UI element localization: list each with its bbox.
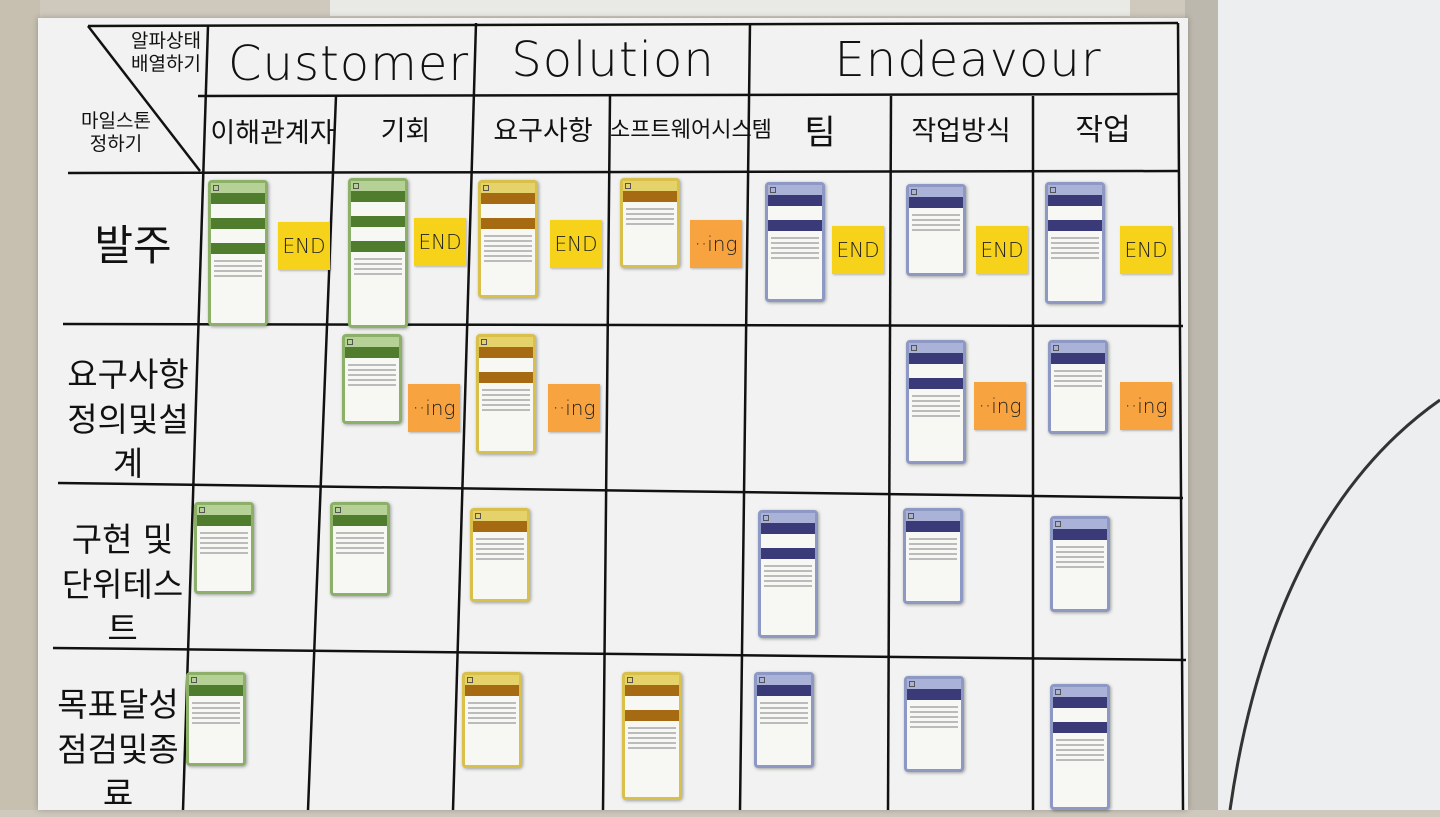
alpha-card-stakeholder[interactable] bbox=[186, 672, 246, 766]
alpha-card-requirements[interactable] bbox=[478, 180, 538, 298]
group-header-endeavour: Endeavour bbox=[834, 32, 1102, 88]
alpha-card-team[interactable] bbox=[765, 182, 825, 302]
status-note-ing[interactable]: ··ing bbox=[974, 382, 1026, 430]
alpha-card-way-of-working[interactable] bbox=[904, 676, 964, 772]
corner-bottom-label: 마일스톤 정하기 bbox=[81, 110, 151, 155]
alpha-card-stakeholder[interactable] bbox=[208, 180, 268, 326]
status-note-end[interactable]: END bbox=[414, 218, 466, 266]
status-note-end[interactable]: END bbox=[278, 222, 330, 270]
status-note-end[interactable]: END bbox=[550, 220, 602, 268]
alpha-card-requirements[interactable] bbox=[470, 508, 530, 602]
alpha-card-work[interactable] bbox=[1048, 340, 1108, 434]
status-note-ing[interactable]: ··ing bbox=[408, 384, 460, 432]
status-note-ing[interactable]: ··ing bbox=[1120, 382, 1172, 430]
row-header-requirements-design: 요구사항 정의및설계 bbox=[67, 355, 189, 484]
alpha-card-requirements[interactable] bbox=[462, 672, 522, 768]
column-header-team: 팀 bbox=[804, 113, 836, 153]
column-header-way-of-working: 작업방식 bbox=[911, 116, 1011, 147]
row-header-implementation-test: 구현 및 단위테스트 bbox=[61, 520, 184, 649]
row-header-order: 발주 bbox=[94, 221, 172, 270]
alpha-card-work[interactable] bbox=[1045, 182, 1105, 304]
column-header-work: 작업 bbox=[1075, 113, 1131, 148]
column-header-opportunity: 기회 bbox=[380, 116, 431, 147]
alpha-card-opportunity[interactable] bbox=[348, 178, 408, 328]
alpha-card-software-system[interactable] bbox=[622, 672, 682, 800]
hand-drawn-arc bbox=[1228, 398, 1440, 810]
status-note-ing[interactable]: ··ing bbox=[548, 384, 600, 432]
side-paper bbox=[1218, 0, 1440, 810]
alpha-card-team[interactable] bbox=[754, 672, 814, 768]
kanban-board: 알파상태 배열하기 마일스톤 정하기 Customer Solution End… bbox=[38, 18, 1188, 813]
column-header-software-system: 소프트웨어시스템 bbox=[610, 118, 772, 143]
alpha-card-software-system[interactable] bbox=[620, 178, 680, 268]
column-header-stakeholder: 이해관계자 bbox=[210, 118, 335, 149]
column-header-requirements: 요구사항 bbox=[493, 116, 593, 147]
alpha-card-way-of-working[interactable] bbox=[906, 340, 966, 464]
alpha-card-work[interactable] bbox=[1050, 516, 1110, 612]
wall bbox=[0, 0, 40, 810]
alpha-card-team[interactable] bbox=[758, 510, 818, 638]
alpha-card-way-of-working[interactable] bbox=[903, 508, 963, 604]
alpha-card-way-of-working[interactable] bbox=[906, 184, 966, 276]
status-note-ing[interactable]: ··ing bbox=[690, 220, 742, 268]
status-note-end[interactable]: END bbox=[832, 226, 884, 274]
alpha-card-opportunity[interactable] bbox=[330, 502, 390, 596]
status-note-end[interactable]: END bbox=[1120, 226, 1172, 274]
alpha-card-work[interactable] bbox=[1050, 684, 1110, 810]
alpha-card-stakeholder[interactable] bbox=[194, 502, 254, 594]
background-paper bbox=[330, 0, 1130, 16]
group-header-solution: Solution bbox=[511, 32, 715, 88]
group-header-customer: Customer bbox=[228, 36, 470, 92]
corner-top-label: 알파상태 배열하기 bbox=[131, 30, 201, 75]
status-note-end[interactable]: END bbox=[976, 226, 1028, 274]
row-header-goal-check-close: 목표달성 점검및종료 bbox=[57, 685, 179, 814]
alpha-card-opportunity[interactable] bbox=[342, 334, 402, 424]
alpha-card-requirements[interactable] bbox=[476, 334, 536, 454]
